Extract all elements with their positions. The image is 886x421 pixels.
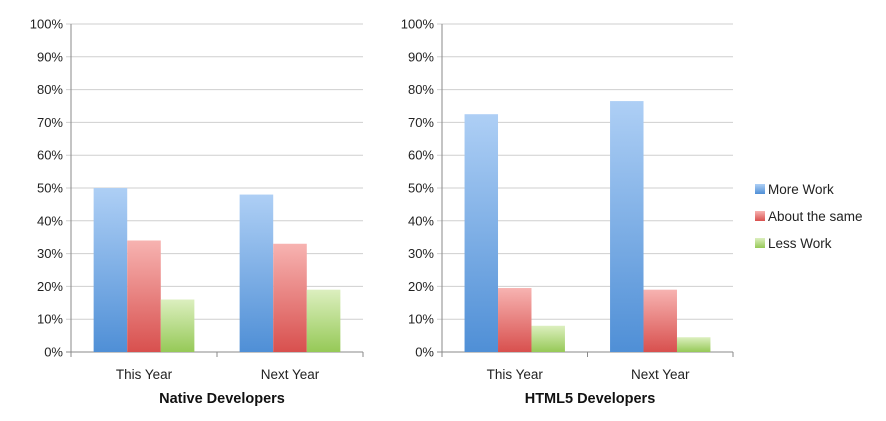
- bar-next-year-about-the-same: [273, 243, 307, 352]
- bar-next-year-less-work: [306, 289, 341, 352]
- y-tick-label: 0%: [415, 345, 434, 360]
- y-tick-label: 40%: [408, 213, 434, 228]
- x-category-label: This Year: [487, 367, 544, 382]
- y-tick-label: 70%: [408, 115, 434, 130]
- bar-this-year-more-work: [93, 188, 128, 352]
- x-category-label: Next Year: [261, 367, 320, 382]
- bar-next-year-less-work: [676, 337, 711, 352]
- y-tick-label: 100%: [401, 17, 435, 32]
- y-tick-label: 90%: [408, 49, 434, 64]
- chart-title-html5: HTML5 Developers: [525, 391, 656, 407]
- x-category-label: This Year: [116, 367, 173, 382]
- y-tick-label: 80%: [37, 82, 63, 97]
- y-tick-label: 30%: [408, 246, 434, 261]
- legend-swatch-about-the-same: [755, 211, 765, 221]
- bar-this-year-more-work: [464, 114, 499, 352]
- y-tick-label: 80%: [408, 82, 434, 97]
- bar-next-year-about-the-same: [643, 289, 677, 352]
- y-tick-label: 50%: [37, 181, 63, 196]
- legend-item-less-work: Less Work: [755, 236, 832, 251]
- chart-native-developers: 0% 10% 20% 30% 40% 50% 60% 70% 80% 90% 100% This Y…: [30, 17, 364, 407]
- y-tick-label: 40%: [37, 213, 63, 228]
- y-tick-label: 90%: [37, 49, 63, 64]
- bar-next-year-more-work: [239, 194, 274, 352]
- legend-item-about-the-same: About the same: [755, 209, 863, 224]
- legend-label-more-work: More Work: [768, 182, 834, 197]
- x-category-label: Next Year: [631, 367, 690, 382]
- bar-next-year-more-work: [610, 101, 644, 352]
- legend-swatch-more-work: [755, 184, 765, 194]
- bar-this-year-about-the-same: [498, 288, 532, 352]
- bar-this-year-less-work: [531, 325, 565, 352]
- y-tick-label: 100%: [30, 17, 64, 32]
- chart-html5-developers: 0% 10% 20% 30% 40% 50% 60% 70% 80% 90% 100% This Y…: [401, 17, 734, 407]
- legend-item-more-work: More Work: [755, 182, 834, 197]
- y-tick-label: 50%: [408, 181, 434, 196]
- y-tick-label: 10%: [408, 312, 434, 327]
- y-tick-label: 30%: [37, 246, 63, 261]
- chart-title-native: Native Developers: [159, 391, 285, 407]
- legend: More Work About the same Less Work: [755, 182, 863, 251]
- y-tick-label: 20%: [37, 279, 63, 294]
- legend-swatch-less-work: [755, 238, 765, 248]
- y-tick-label: 60%: [408, 148, 434, 163]
- legend-label-about-the-same: About the same: [768, 209, 863, 224]
- y-tick-label: 60%: [37, 148, 63, 163]
- bar-this-year-about-the-same: [127, 240, 161, 352]
- y-tick-label: 0%: [44, 345, 63, 360]
- y-tick-label: 70%: [37, 115, 63, 130]
- y-tick-label: 20%: [408, 279, 434, 294]
- y-tick-label: 10%: [37, 312, 63, 327]
- legend-label-less-work: Less Work: [768, 236, 832, 251]
- bar-this-year-less-work: [160, 299, 195, 352]
